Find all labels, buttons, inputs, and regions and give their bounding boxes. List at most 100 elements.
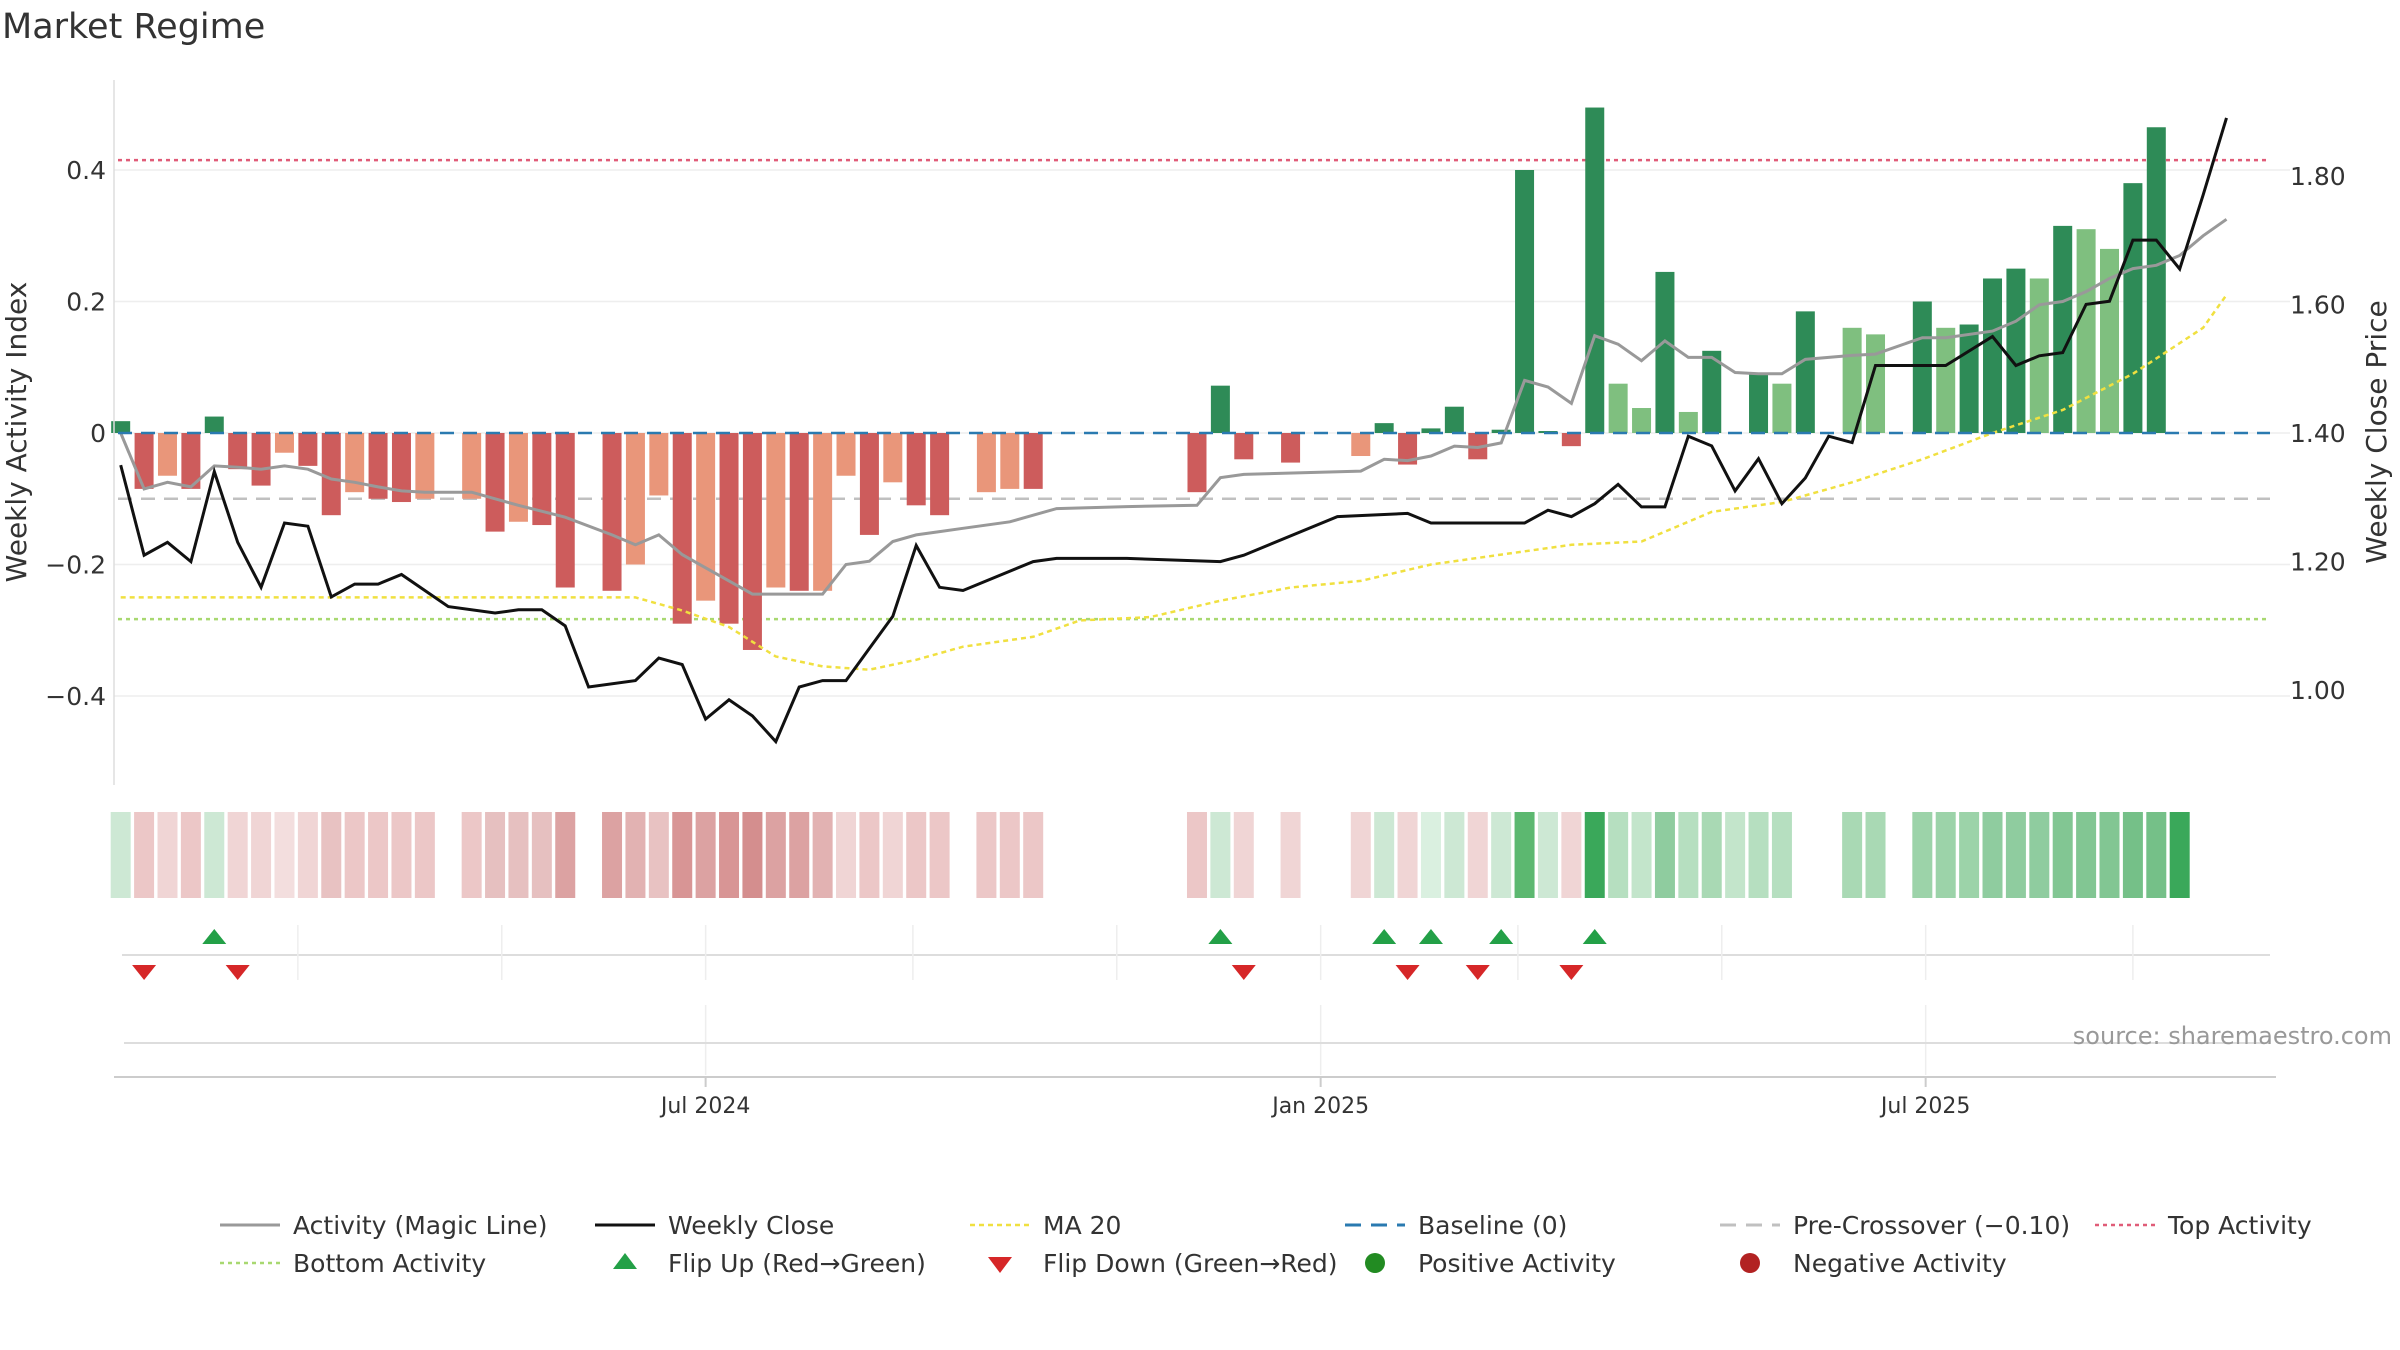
activity-bar <box>485 433 505 532</box>
legend-label: Activity (Magic Line) <box>293 1211 547 1240</box>
flip-up-marker <box>1418 929 1443 944</box>
regime-strip-cell <box>719 812 740 898</box>
regime-strip-cell <box>1210 812 1231 898</box>
activity-bar <box>1187 433 1207 493</box>
regime-strip-cell <box>110 812 131 898</box>
regime-strip-cell <box>1397 812 1418 898</box>
activity-bar <box>789 433 809 591</box>
activity-bar <box>883 433 903 483</box>
regime-strip-cell <box>368 812 389 898</box>
activity-bar <box>1444 406 1464 433</box>
activity-bar <box>532 433 552 526</box>
regime-strip-cell <box>157 812 178 898</box>
regime-strip-cell <box>1982 812 2003 898</box>
x-axis: Jul 2024 Jan 2025 Jul 2025 <box>114 1076 2276 1119</box>
regime-strip-cell <box>531 812 552 898</box>
activity-bar <box>2053 225 2073 433</box>
flip-up-marker <box>1582 929 1607 944</box>
activity-bar <box>345 433 365 493</box>
ma20-line <box>120 294 2228 671</box>
activity-bar <box>1608 383 1628 433</box>
activity-bar <box>251 433 271 486</box>
legend-label: Pre-Crossover (−0.10) <box>1793 1211 2070 1240</box>
regime-strip-cell <box>204 812 225 898</box>
activity-bar <box>391 433 411 503</box>
activity-bar <box>719 433 739 624</box>
y-tick-label-right: 1.40 <box>2290 419 2346 448</box>
activity-bar <box>766 433 786 588</box>
activity-bar <box>859 433 879 535</box>
legend-item-flipup: Flip Up (Red→Green) <box>613 1249 926 1278</box>
regime-strip-cell <box>1654 812 1675 898</box>
activity-bar <box>1772 383 1792 433</box>
regime-strip-cell <box>929 812 950 898</box>
regime-strip-cell <box>1771 812 1792 898</box>
regime-strip-cell <box>2122 812 2143 898</box>
x-tick-label: Jul 2024 <box>659 1094 751 1119</box>
regime-strip-cell <box>391 812 412 898</box>
activity-bar <box>1561 433 1581 447</box>
y-tick-label-left: −0.4 <box>45 682 106 711</box>
y-tick-label-left: −0.2 <box>45 551 106 580</box>
regime-strip-cell <box>1186 812 1207 898</box>
regime-strip-cell <box>648 812 669 898</box>
regime-strip-cell <box>1023 812 1044 898</box>
chart-title: Market Regime <box>2 7 265 47</box>
regime-strip-cell <box>1233 812 1254 898</box>
activity-bars <box>111 107 2166 650</box>
regime-strip-cell <box>274 812 295 898</box>
activity-bar <box>415 433 435 499</box>
regime-strip-cell <box>1374 812 1395 898</box>
legend-item-bottom: Bottom Activity <box>220 1249 486 1278</box>
activity-bar <box>368 433 388 499</box>
activity-bar <box>1491 429 1511 433</box>
activity-bar <box>111 421 131 433</box>
legend-label: Negative Activity <box>1793 1249 2007 1278</box>
activity-bar <box>462 433 482 499</box>
regime-strip-cell <box>2029 812 2050 898</box>
activity-bar <box>930 433 950 516</box>
series-lines <box>118 117 2270 745</box>
x-tick-label: Jan 2025 <box>1270 1094 1369 1119</box>
regime-strip-cell <box>1842 812 1863 898</box>
activity-dot-panel <box>124 1005 2270 1075</box>
flip-down-marker <box>225 965 250 980</box>
activity-bar <box>508 433 528 522</box>
flip-down-marker <box>1395 965 1420 980</box>
y-tick-label-right: 1.60 <box>2290 290 2346 319</box>
flip-markers <box>122 925 2270 980</box>
regime-strip-cell <box>1912 812 1933 898</box>
activity-bar <box>134 433 154 489</box>
activity-bar <box>204 416 224 433</box>
flip-down-marker <box>1231 965 1256 980</box>
regime-strip-cell <box>765 812 786 898</box>
regime-strip-cell <box>882 812 903 898</box>
activity-bar <box>2146 127 2166 433</box>
regime-strip-cell <box>906 812 927 898</box>
regime-strip-cell <box>1584 812 1605 898</box>
activity-bar <box>1421 428 1441 433</box>
activity-bar <box>1678 411 1698 433</box>
regime-strip-cell <box>461 812 482 898</box>
activity-bar <box>1632 408 1652 433</box>
regime-strip-cell <box>1350 812 1371 898</box>
legend-label: Flip Down (Green→Red) <box>1043 1249 1338 1278</box>
regime-strip-cell <box>999 812 1020 898</box>
regime-strip-cell <box>836 812 857 898</box>
regime-strip-cell <box>1514 812 1535 898</box>
flip-up-marker <box>1208 929 1233 944</box>
activity-bar <box>976 433 996 493</box>
activity-bar <box>1749 373 1769 433</box>
legend-label: Weekly Close <box>668 1211 834 1240</box>
source-note: source: sharemaestro.com <box>2073 1022 2392 1050</box>
activity-bar <box>602 433 622 591</box>
activity-bar <box>181 433 201 489</box>
regime-strip-cell <box>508 812 529 898</box>
regime-strip-cell <box>2099 812 2120 898</box>
regime-strip-cell <box>1420 812 1441 898</box>
legend-item-flipdown: Flip Down (Green→Red) <box>988 1249 1338 1278</box>
activity-bar <box>274 433 294 453</box>
legend-item-baseline: Baseline (0) <box>1345 1211 1567 1240</box>
activity-bar <box>2006 268 2026 433</box>
